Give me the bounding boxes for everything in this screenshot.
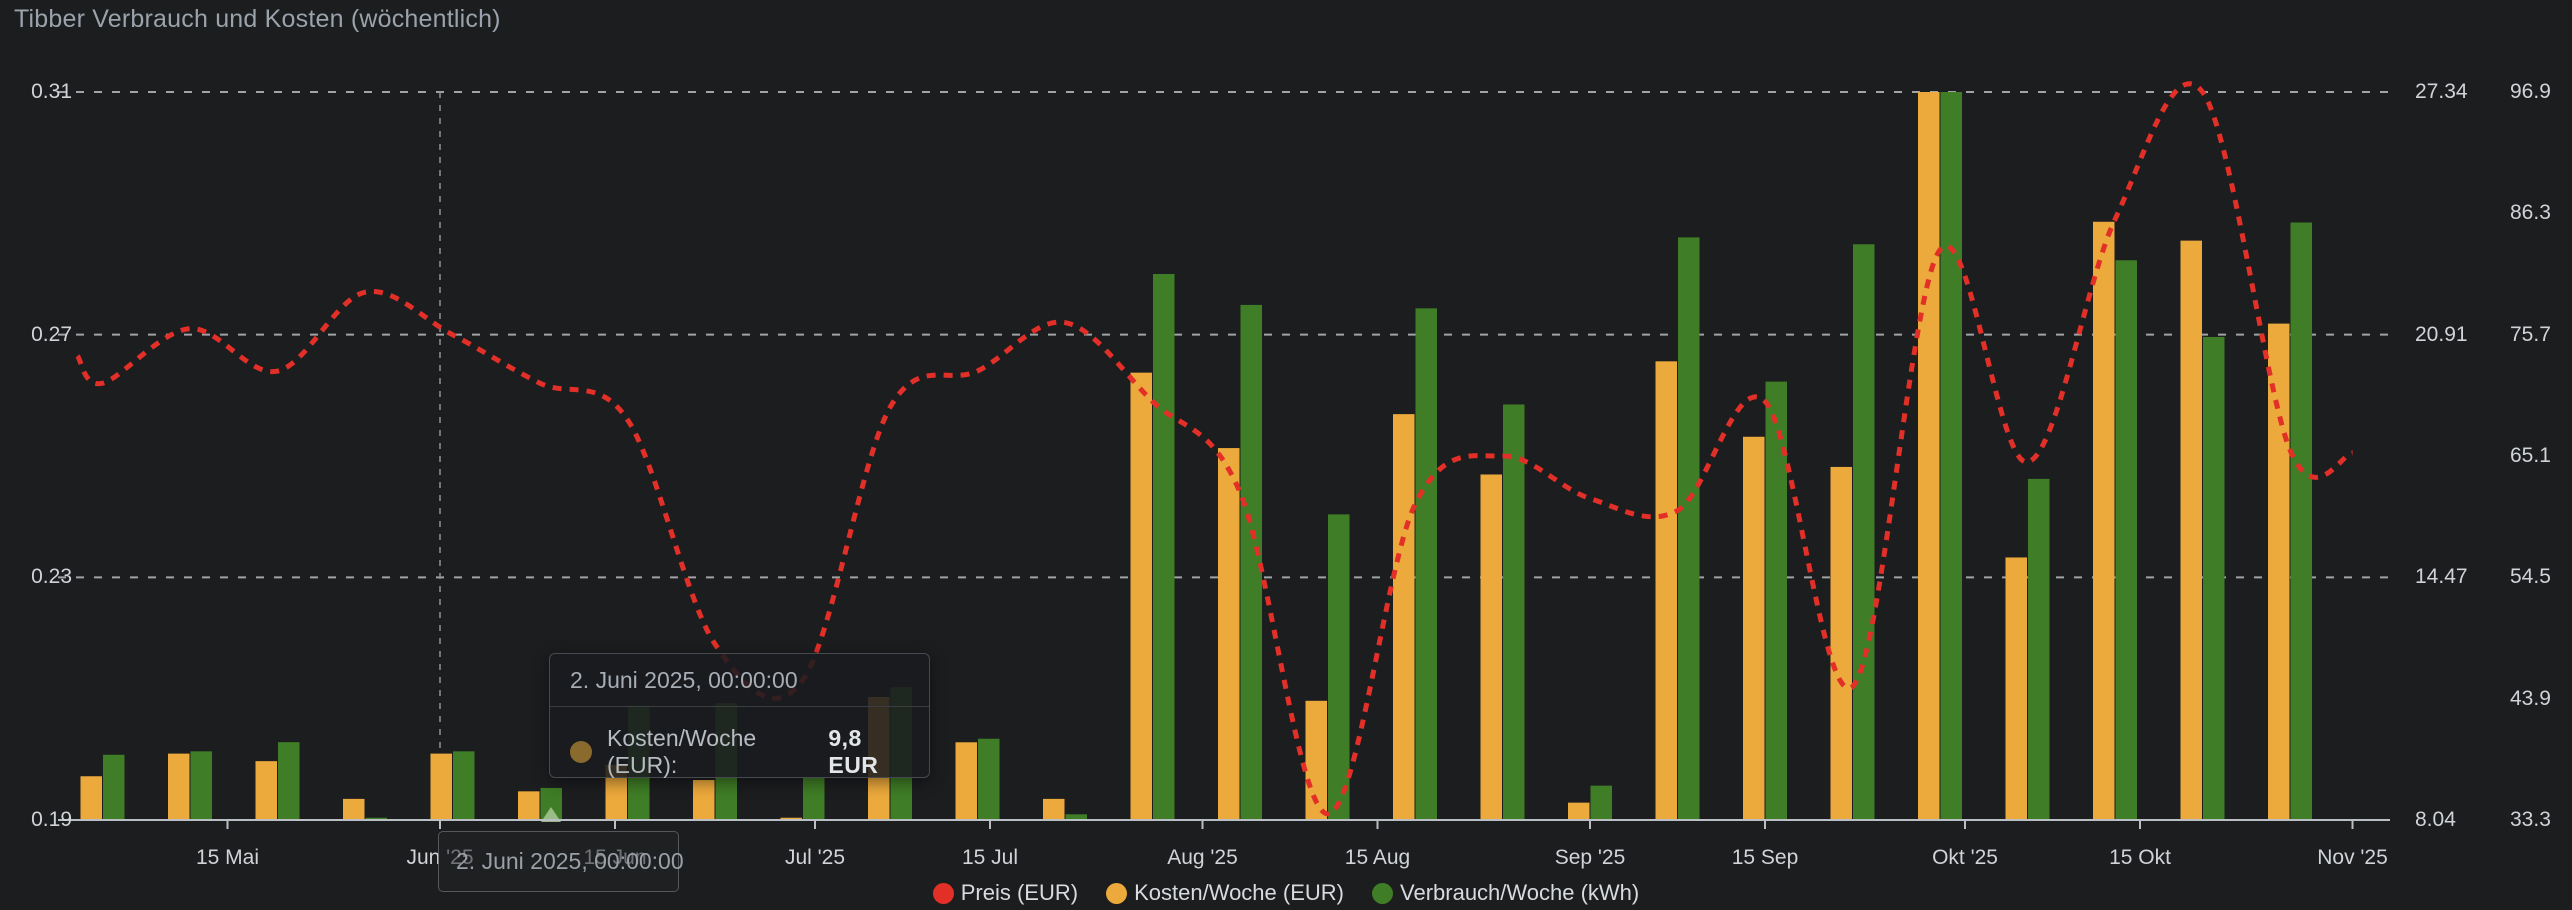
bar-consumption-week[interactable] <box>453 751 475 820</box>
legend-dot-icon <box>1372 882 1393 904</box>
legend-label: Preis (EUR) <box>960 880 1079 905</box>
bar-cost-week[interactable] <box>1743 436 1765 820</box>
price-line[interactable] <box>75 81 2354 817</box>
bar-cost-week[interactable] <box>1480 474 1503 820</box>
bar-cost-week[interactable] <box>605 764 628 820</box>
bar-cost-week[interactable] <box>2093 221 2115 820</box>
tooltip-date: 2. Juni 2025, 00:00:00 <box>550 654 929 707</box>
bar-consumption-week[interactable] <box>2203 336 2225 820</box>
bar-consumption-week[interactable] <box>1415 308 1438 820</box>
bar-consumption-week[interactable] <box>1065 814 1088 820</box>
bar-consumption-week[interactable] <box>1678 237 1700 820</box>
bar-cost-week[interactable] <box>1305 700 1328 820</box>
legend-label: Kosten/Woche (EUR) <box>1134 880 1344 905</box>
bar-consumption-week[interactable] <box>1590 785 1613 820</box>
bar-cost-week[interactable] <box>1918 92 1940 820</box>
bar-consumption-week[interactable] <box>2290 222 2313 820</box>
legend-item-preis[interactable]: Preis (EUR) <box>932 880 1079 906</box>
bar-cost-week[interactable] <box>343 798 365 820</box>
bar-cost-week[interactable] <box>955 742 978 820</box>
legend-label: Verbrauch/Woche (kWh) <box>1400 880 1640 905</box>
x-axis-hover-date: 2. Juni 2025, 00:00:00 <box>456 848 684 874</box>
tooltip-series-value: 9,8 EUR <box>828 725 879 778</box>
chart-tooltip: 2. Juni 2025, 00:00:00 Kosten/Woche (EUR… <box>549 653 930 778</box>
bar-cost-week[interactable] <box>1130 372 1153 820</box>
bar-cost-week[interactable] <box>693 780 715 820</box>
chart-legend: Preis (EUR) Kosten/Woche (EUR) Verbrauch… <box>0 880 2572 906</box>
legend-item-verbrauch[interactable]: Verbrauch/Woche (kWh) <box>1372 880 1639 906</box>
bar-cost-week[interactable] <box>2005 557 2028 820</box>
bar-cost-week[interactable] <box>780 817 803 820</box>
bar-consumption-week[interactable] <box>2028 478 2050 820</box>
bar-consumption-week[interactable] <box>1328 514 1350 820</box>
legend-dot-icon <box>932 882 954 904</box>
bar-consumption-week[interactable] <box>803 777 825 820</box>
bar-consumption-week[interactable] <box>278 742 300 820</box>
bar-cost-week[interactable] <box>255 761 278 820</box>
bar-consumption-week[interactable] <box>1240 304 1263 821</box>
bar-cost-week[interactable] <box>1568 802 1590 820</box>
legend-item-kosten[interactable]: Kosten/Woche (EUR) <box>1106 880 1344 906</box>
panel-title[interactable]: Tibber Verbrauch und Kosten (wöchentlich… <box>14 5 501 33</box>
bar-cost-week[interactable] <box>168 753 190 820</box>
tooltip-series-label: Kosten/Woche (EUR): <box>607 725 757 778</box>
bar-cost-week[interactable] <box>430 753 453 820</box>
bar-consumption-week[interactable] <box>1940 92 1963 820</box>
bar-cost-week[interactable] <box>80 776 103 820</box>
bar-cost-week[interactable] <box>1218 448 1240 820</box>
hover-marker-triangle <box>541 807 561 822</box>
bar-cost-week[interactable] <box>1830 466 1853 820</box>
series-dot-icon <box>570 741 592 763</box>
bar-cost-week[interactable] <box>2268 323 2290 820</box>
bar-consumption-week[interactable] <box>190 751 213 820</box>
bar-consumption-week[interactable] <box>2115 260 2138 820</box>
bar-cost-week[interactable] <box>1393 414 1415 820</box>
bar-consumption-week[interactable] <box>1153 274 1175 820</box>
bar-consumption-week[interactable] <box>1503 404 1525 820</box>
bar-cost-week[interactable] <box>1655 361 1678 820</box>
bar-cost-week[interactable] <box>1043 798 1065 820</box>
bar-cost-week[interactable] <box>2180 240 2203 820</box>
bar-cost-week[interactable] <box>518 791 540 820</box>
bar-consumption-week[interactable] <box>365 817 388 820</box>
legend-dot-icon <box>1106 882 1128 904</box>
tooltip-row: Kosten/Woche (EUR): 9,8 EUR <box>550 707 929 797</box>
bar-consumption-week[interactable] <box>540 787 563 820</box>
bar-consumption-week[interactable] <box>1765 381 1788 820</box>
bar-consumption-week[interactable] <box>1853 244 1875 820</box>
x-axis-hover-tooltip: 2. Juni 2025, 00:00:00 <box>438 831 684 892</box>
bar-consumption-week[interactable] <box>103 754 125 820</box>
bar-consumption-week[interactable] <box>978 738 1000 820</box>
